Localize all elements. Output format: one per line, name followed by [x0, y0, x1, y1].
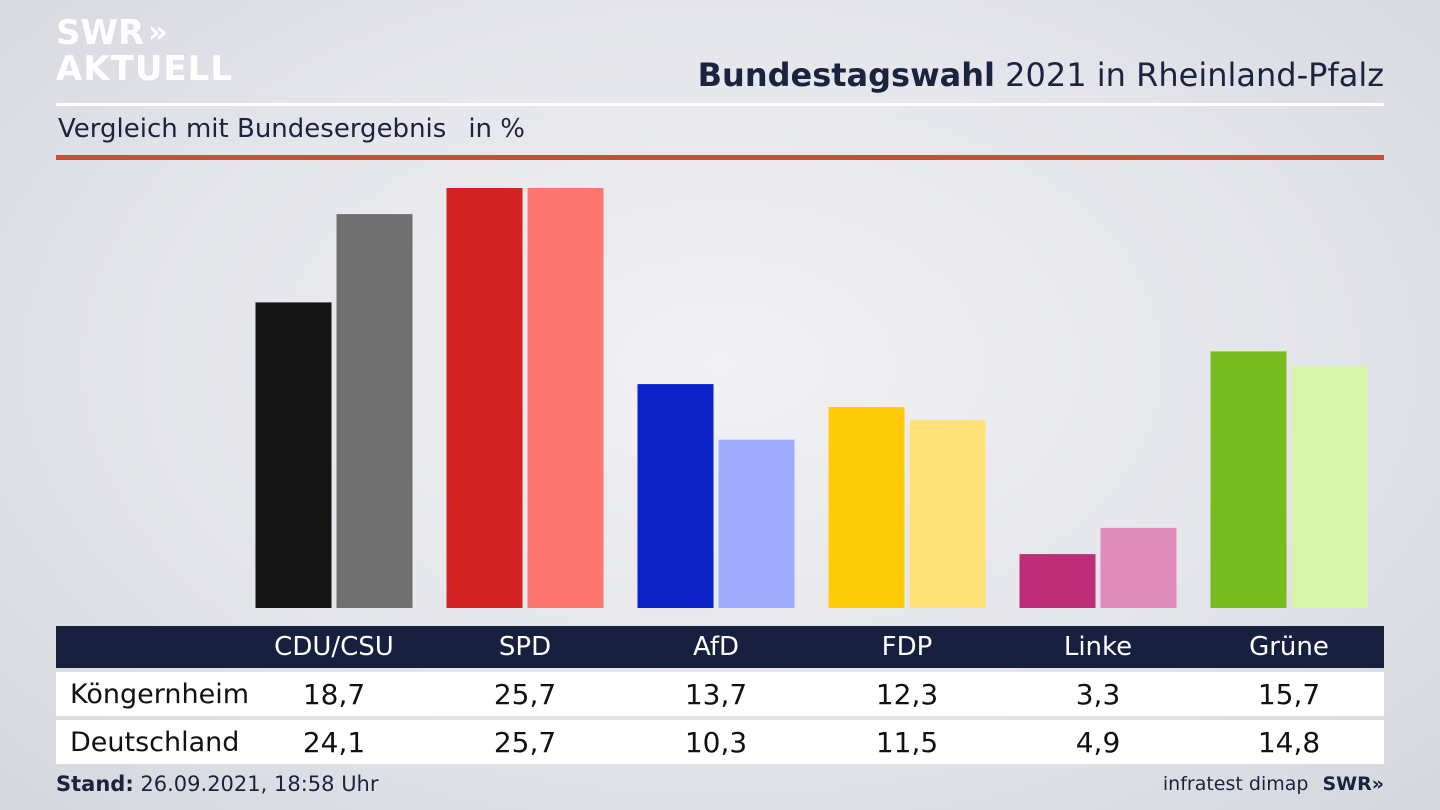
subtitle-text: Vergleich mit Bundesergebnis: [58, 114, 447, 144]
source-text: infratest dimap: [1162, 773, 1309, 795]
page-title: Bundestagswahl 2021 in Rheinland-Pfalz: [698, 56, 1384, 94]
chart-subtitle: Vergleich mit Bundesergebnis in %: [58, 114, 525, 144]
row-label-koengernheim: Köngernheim: [70, 678, 250, 710]
title-bold: Bundestagswahl: [697, 56, 995, 94]
table-row: Köngernheim 18,7 25,7 13,7 12,3 3,3 15,7: [56, 672, 1384, 716]
footer-chevron-icon: »: [1371, 773, 1384, 795]
subtitle-divider: [56, 155, 1384, 160]
bar-afd-k-ngernheim: [637, 384, 714, 608]
header-afd: AfD: [692, 632, 740, 662]
bar-gr-ne-deutschland: [1291, 366, 1368, 608]
value-deutschland-gr-ne: 14,8: [1257, 725, 1321, 759]
value-k-ngernheim-fdp: 12,3: [875, 677, 939, 711]
bar-afd-deutschland: [718, 439, 795, 608]
bar-chart: [255, 188, 1368, 608]
logo-line2: AKTUELL: [56, 49, 234, 89]
row-label-deutschland: Deutschland: [70, 726, 240, 758]
bar-spd-k-ngernheim: [446, 188, 523, 608]
header-cdu-csu: CDU/CSU: [274, 632, 394, 662]
header-divider: [56, 103, 1384, 106]
results-table: CDU/CSU SPD AfD FDP Linke Grüne Köngernheim 1…: [56, 626, 1384, 764]
title-rest: 2021 in Rheinland-Pfalz: [1005, 56, 1384, 94]
value-deutschland-linke: 4,9: [1075, 725, 1121, 759]
header-spd: SPD: [498, 632, 552, 662]
bar-spd-deutschland: [527, 188, 604, 608]
bar-linke-deutschland: [1100, 527, 1177, 608]
table-row: Deutschland 24,1 25,7 10,3 11,5 4,9 14,8: [56, 720, 1384, 764]
table-header-row: CDU/CSU SPD AfD FDP Linke Grüne: [56, 626, 1384, 668]
stand-value: 26.09.2021, 18:58 Uhr: [140, 772, 379, 796]
footer-brand: SWR»: [1322, 773, 1384, 795]
value-k-ngernheim-cdu-csu: 18,7: [302, 677, 366, 711]
bar-fdp-k-ngernheim: [828, 407, 905, 608]
bar-linke-k-ngernheim: [1019, 554, 1096, 608]
value-deutschland-fdp: 11,5: [875, 725, 939, 759]
bar-cdu-csu-deutschland: [336, 214, 413, 608]
value-k-ngernheim-spd: 25,7: [493, 677, 557, 711]
bar-fdp-deutschland: [909, 420, 986, 608]
value-k-ngernheim-linke: 3,3: [1075, 677, 1121, 711]
value-deutschland-cdu-csu: 24,1: [302, 725, 366, 759]
footer-brand-text: SWR: [1322, 773, 1372, 795]
value-deutschland-afd: 10,3: [684, 725, 748, 759]
swr-aktuell-logo: SWR» AKTUELL: [56, 16, 233, 86]
header-fdp: FDP: [881, 632, 933, 662]
timestamp: Stand: 26.09.2021, 18:58 Uhr: [56, 772, 379, 796]
stand-label: Stand:: [56, 772, 134, 796]
value-k-ngernheim-gr-ne: 15,7: [1257, 677, 1321, 711]
subtitle-unit: in %: [468, 114, 525, 144]
value-deutschland-spd: 25,7: [493, 725, 557, 759]
bar-gr-ne-k-ngernheim: [1210, 351, 1287, 608]
bar-cdu-csu-k-ngernheim: [255, 302, 332, 608]
value-k-ngernheim-afd: 13,7: [684, 677, 748, 711]
source-credit: infratest dimap SWR»: [1163, 773, 1384, 795]
header-linke: Linke: [1063, 632, 1133, 662]
header-gr-ne: Grüne: [1249, 632, 1329, 662]
logo-line1: SWR: [56, 13, 145, 53]
